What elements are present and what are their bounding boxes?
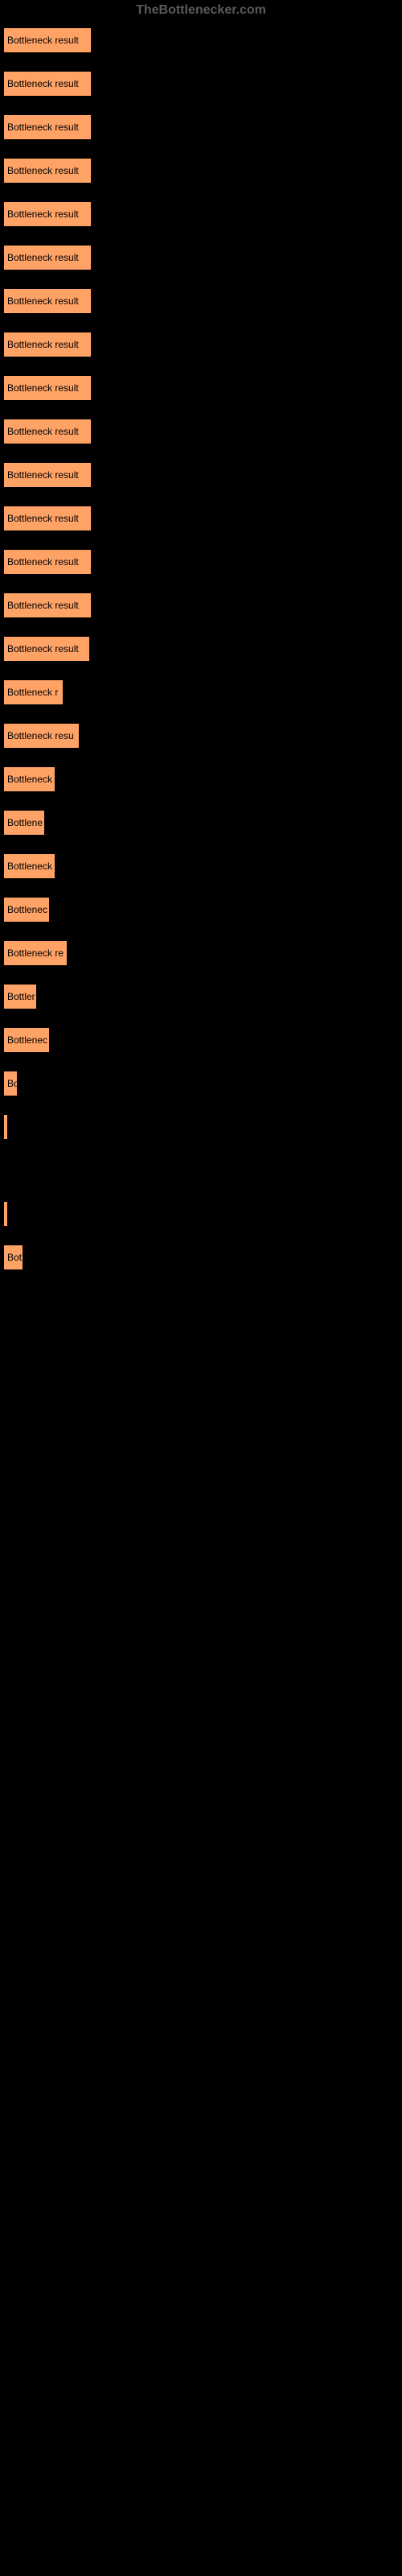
bar-chart: Bottleneck result Bottleneck result Bottle…	[0, 21, 402, 1294]
bar-row: Bottleneck result	[3, 549, 399, 575]
bar: Bottleneck r	[3, 679, 64, 705]
bar-row: Bottleneck resu	[3, 723, 399, 749]
bar-label: Bottleneck	[7, 861, 52, 872]
bar-label: Bottleneck result	[7, 600, 79, 611]
bar: Bot	[3, 1245, 23, 1270]
bar: Bottleneck result	[3, 375, 92, 401]
bar-row: Bo	[3, 1071, 399, 1096]
bar-row: Bottleneck re	[3, 940, 399, 966]
bar-row: Bottleneck result	[3, 506, 399, 531]
bar-row: Bottleneck r	[3, 679, 399, 705]
bar: Bottlenec	[3, 897, 50, 923]
bar: Bottleneck	[3, 766, 55, 792]
bar-row: Bottleneck result	[3, 332, 399, 357]
bar-row: Bottleneck result	[3, 375, 399, 401]
bar-label: Bo	[7, 1078, 18, 1089]
bar-label: Bottleneck	[7, 774, 52, 785]
bar-label: Bottleneck resu	[7, 730, 74, 741]
bar: Bottleneck result	[3, 27, 92, 53]
bar-row: Bottleneck result	[3, 71, 399, 97]
bar-label: Bottleneck result	[7, 556, 79, 568]
bar-label: Bottlenec	[7, 904, 47, 915]
bar-row: Bot	[3, 1245, 399, 1270]
bar	[3, 1201, 8, 1227]
bar-label: Bottleneck result	[7, 339, 79, 350]
bar: Bottleneck result	[3, 201, 92, 227]
bar-label: Bottleneck result	[7, 165, 79, 176]
bar-row: Bottleneck result	[3, 288, 399, 314]
bar: Bottleneck result	[3, 288, 92, 314]
bar: Bottleneck re	[3, 940, 68, 966]
bar-row: Bottleneck result	[3, 592, 399, 618]
bar-label: Bot	[7, 1252, 22, 1263]
bar-row: Bottlenec	[3, 897, 399, 923]
bar-label: Bottleneck result	[7, 643, 79, 654]
bar	[3, 1114, 8, 1140]
bar: Bottleneck result	[3, 71, 92, 97]
bar-label: Bottleneck result	[7, 469, 79, 481]
bar-empty	[3, 1158, 4, 1183]
bar: Bottler	[3, 984, 37, 1009]
bar: Bottleneck resu	[3, 723, 80, 749]
bar-label: Bottleneck result	[7, 426, 79, 437]
bar: Bottleneck result	[3, 592, 92, 618]
bar-label: Bottleneck result	[7, 513, 79, 524]
bar: Bottleneck result	[3, 506, 92, 531]
bar: Bo	[3, 1071, 18, 1096]
bar-row: Bottleneck result	[3, 27, 399, 53]
bar: Bottleneck result	[3, 332, 92, 357]
bar-row: Bottleneck	[3, 853, 399, 879]
page-header: TheBottlenecker.com	[0, 0, 402, 21]
bar-row: Bottleneck result	[3, 419, 399, 444]
bar-row: Bottleneck result	[3, 636, 399, 662]
bar-row: Bottlene	[3, 810, 399, 836]
bar: Bottleneck result	[3, 158, 92, 184]
bar-row: Bottleneck result	[3, 158, 399, 184]
bar-label: Bottleneck r	[7, 687, 58, 698]
bar-label: Bottleneck result	[7, 295, 79, 307]
bar-label: Bottleneck re	[7, 947, 64, 959]
bar: Bottleneck result	[3, 245, 92, 270]
bar-label: Bottleneck result	[7, 78, 79, 89]
bar: Bottleneck result	[3, 462, 92, 488]
bar-row	[3, 1114, 399, 1140]
bar: Bottleneck result	[3, 114, 92, 140]
bar-row: Bottleneck result	[3, 201, 399, 227]
bar-row: Bottlenec	[3, 1027, 399, 1053]
bar-label: Bottleneck result	[7, 382, 79, 394]
bar-row: Bottleneck result	[3, 114, 399, 140]
bar-label: Bottleneck result	[7, 35, 79, 46]
bar-row: Bottleneck result	[3, 245, 399, 270]
bar-row: Bottleneck result	[3, 462, 399, 488]
bar: Bottlenec	[3, 1027, 50, 1053]
bar-label: Bottlene	[7, 817, 43, 828]
bar: Bottleneck result	[3, 549, 92, 575]
brand-text: TheBottlenecker.com	[136, 3, 266, 17]
bar: Bottleneck	[3, 853, 55, 879]
bar-label: Bottleneck result	[7, 122, 79, 133]
bar-row: Bottleneck	[3, 766, 399, 792]
bar-label: Bottler	[7, 991, 35, 1002]
bar-row	[3, 1201, 399, 1227]
bar: Bottleneck result	[3, 636, 90, 662]
bar-label: Bottleneck result	[7, 208, 79, 220]
bar-label: Bottleneck result	[7, 252, 79, 263]
bar-row	[3, 1158, 399, 1183]
bar: Bottlene	[3, 810, 45, 836]
bar-row: Bottler	[3, 984, 399, 1009]
bar-label: Bottlenec	[7, 1034, 47, 1046]
bar: Bottleneck result	[3, 419, 92, 444]
